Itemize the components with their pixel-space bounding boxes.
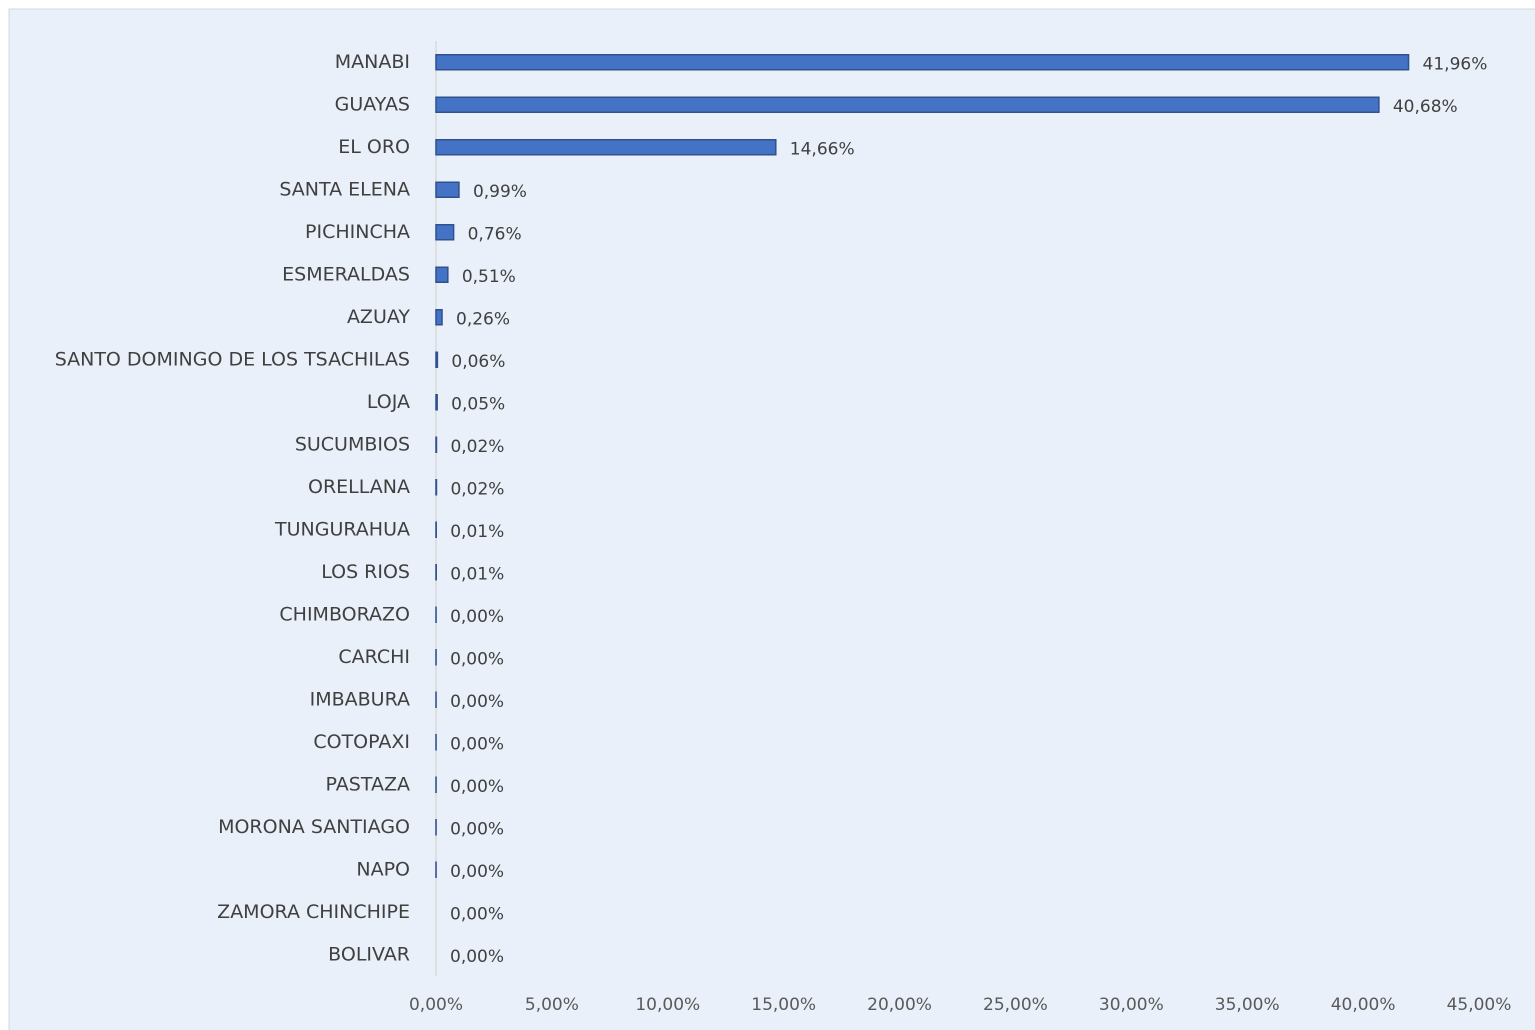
data-label: 0,76% [468, 224, 522, 244]
data-label: 0,02% [450, 479, 504, 499]
y-tick-label: SANTA ELENA [279, 178, 410, 200]
y-tick-label: SANTO DOMINGO DE LOS TSACHILAS [55, 348, 410, 370]
data-label: 40,68% [1393, 97, 1458, 117]
y-tick-label: LOJA [367, 391, 410, 413]
y-tick-label: EL ORO [338, 136, 410, 158]
bar [435, 394, 438, 411]
x-tick-label: 25,00% [983, 995, 1048, 1015]
bar [435, 309, 443, 326]
y-tick-label: AZUAY [347, 306, 410, 328]
data-label: 0,00% [450, 947, 504, 967]
data-label: 0,00% [450, 692, 504, 712]
bar [435, 181, 460, 198]
x-tick-label: 0,00% [409, 995, 463, 1015]
x-tick-label: 40,00% [1331, 995, 1396, 1015]
data-label: 0,99% [473, 182, 527, 202]
x-tick-label: 5,00% [525, 995, 579, 1015]
y-tick-label: PICHINCHA [305, 221, 410, 243]
y-tick-label: PASTAZA [326, 773, 410, 795]
bar [435, 266, 449, 283]
chart-background [8, 8, 1535, 1030]
y-tick-label: CHIMBORAZO [279, 603, 410, 625]
data-label: 0,00% [450, 649, 504, 669]
x-tick-label: 10,00% [635, 995, 700, 1015]
y-tick-label: COTOPAXI [313, 731, 410, 753]
data-label: 0,01% [450, 522, 504, 542]
x-tick-label: 15,00% [751, 995, 816, 1015]
y-tick-label: BOLIVAR [328, 943, 410, 965]
y-tick-label: ZAMORA CHINCHIPE [217, 901, 410, 923]
bar [435, 139, 777, 156]
y-tick-label: CARCHI [338, 646, 410, 668]
y-tick-label: LOS RIOS [321, 561, 410, 583]
data-label: 41,96% [1423, 54, 1488, 74]
y-tick-label: GUAYAS [335, 93, 410, 115]
data-label: 0,00% [450, 777, 504, 797]
data-label: 14,66% [790, 139, 855, 159]
bar [435, 224, 455, 241]
y-tick-label: ESMERALDAS [282, 263, 410, 285]
y-tick-label: ORELLANA [308, 476, 410, 498]
data-label: 0,06% [451, 352, 505, 372]
data-label: 0,00% [450, 862, 504, 882]
y-tick-label: SUCUMBIOS [295, 433, 410, 455]
data-label: 0,00% [450, 819, 504, 839]
x-tick-label: 30,00% [1099, 995, 1164, 1015]
x-tick-label: 20,00% [867, 995, 932, 1015]
data-label: 0,00% [450, 904, 504, 924]
data-label: 0,26% [456, 309, 510, 329]
data-label: 0,01% [450, 564, 504, 584]
y-tick-label: NAPO [356, 858, 410, 880]
bar [435, 351, 439, 368]
y-tick-label: MANABI [335, 51, 410, 73]
y-tick-label: IMBABURA [310, 688, 410, 710]
x-tick-label: 45,00% [1447, 995, 1512, 1015]
data-label: 0,00% [450, 734, 504, 754]
data-label: 0,00% [450, 607, 504, 627]
x-tick-label: 35,00% [1215, 995, 1280, 1015]
bar [435, 54, 1410, 71]
data-label: 0,02% [450, 437, 504, 457]
y-tick-label: MORONA SANTIAGO [218, 816, 410, 838]
y-tick-label: TUNGURAHUA [274, 518, 410, 540]
data-label: 0,51% [462, 267, 516, 287]
bar [435, 96, 1380, 113]
data-label: 0,05% [451, 394, 505, 414]
